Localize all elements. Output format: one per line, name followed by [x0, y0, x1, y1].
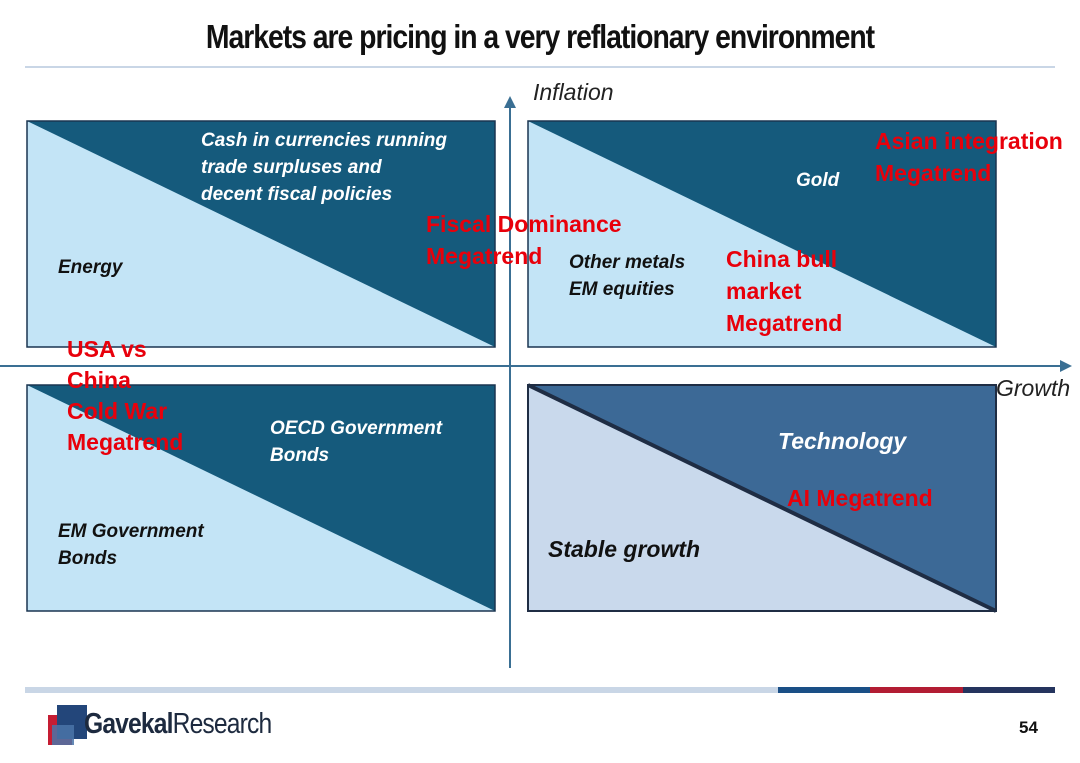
y-axis-arrow [504, 96, 516, 108]
megatrend-fiscal-dominance: Fiscal Dominance Megatrend [426, 211, 622, 269]
quadrant-top-left-upper-fill [27, 121, 495, 347]
quadrant-top-right-upper-text: Gold [796, 170, 840, 191]
quadrant-top-left-border [26, 120, 496, 348]
quadrant-bottom-left-upper-text: OECD Government Bonds [270, 418, 443, 466]
quadrant-top-right-lower-text: Other metals EM equities [569, 252, 686, 300]
page-title: Markets are pricing in a very reflationa… [205, 18, 875, 55]
brand-name-regular: Research [172, 708, 273, 740]
quadrant-bottom-left [26, 384, 496, 612]
page-number: 54 [1019, 718, 1038, 737]
brand-name-bold: Gavekal [84, 708, 173, 740]
gavekal-logo-icon [48, 703, 88, 749]
quadrant-bottom-right-lower-text: Stable growth [548, 536, 701, 562]
quadrant-top-left-upper-text: Cash in currencies running trade surplus… [201, 130, 447, 205]
footer-bar-navy [778, 687, 870, 693]
quadrant-bottom-right [527, 383, 997, 613]
quadrant-bottom-left-upper-fill [27, 385, 495, 611]
megatrend-asian-integration: Asian integration Megatrend [875, 128, 1063, 186]
quadrant-bottom-right-border [527, 384, 997, 612]
x-axis-label: Growth [996, 375, 1071, 401]
megatrend-ai: AI Megatrend [787, 485, 933, 511]
title-divider [25, 66, 1055, 68]
quadrant-bottom-left-border [26, 384, 496, 612]
quadrant-top-left-lower-text: Energy [58, 257, 123, 278]
footer-bar-dark [963, 687, 1055, 693]
x-axis-arrow [1060, 360, 1072, 372]
quadrant-top-right-border [527, 120, 997, 348]
quadrant-top-left [26, 120, 496, 348]
quadrant-top-right-upper-fill [528, 121, 996, 347]
quadrant-bottom-right-diagonal [527, 383, 997, 613]
megatrend-usa-china: USA vs China Cold War Megatrend [67, 336, 184, 455]
brand-name: GavekalResearch [84, 708, 273, 741]
y-axis-label: Inflation [533, 79, 614, 105]
footer-bar-red [870, 687, 963, 693]
quadrant-bottom-right-upper-text: Technology [778, 428, 907, 454]
quadrant-top-right [527, 120, 997, 348]
megatrend-china-bull: China bull market Megatrend [726, 246, 843, 336]
quadrant-bottom-left-lower-text: EM Government Bonds [58, 521, 204, 569]
footer-bar-light [25, 687, 778, 693]
